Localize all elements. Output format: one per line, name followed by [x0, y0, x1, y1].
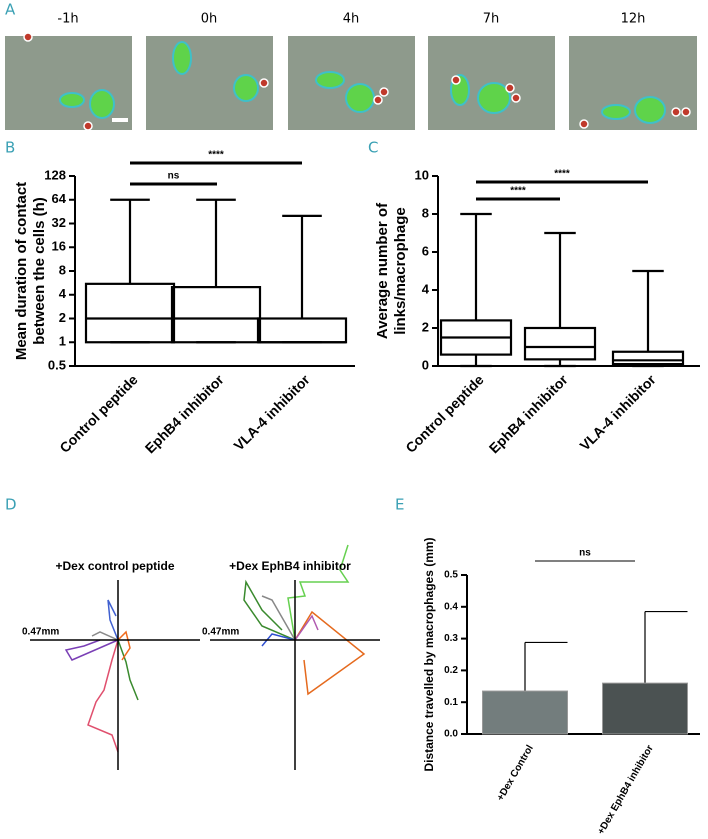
panel-letter: A	[5, 1, 16, 19]
box	[84, 282, 176, 344]
x-tick-label: Control peptide	[56, 371, 141, 456]
time-label: 7h	[483, 12, 500, 27]
time-label: 4h	[343, 12, 360, 27]
x-tick-label: Control peptide	[402, 371, 487, 456]
time-label: 12h	[621, 12, 646, 27]
bar	[482, 690, 568, 735]
y-tick-label: 0.5	[48, 357, 66, 372]
x-tick-label: VLA-4 inhibitor	[576, 371, 659, 454]
significance-label: ****	[510, 186, 526, 197]
time-label: -1h	[57, 12, 78, 27]
y-tick-label: 10	[415, 167, 429, 182]
box	[170, 286, 262, 344]
trajectories	[64, 544, 366, 753]
y-tick-label: 0.4	[444, 601, 458, 612]
significance-label: ****	[208, 150, 224, 161]
y-tick-label: 2	[422, 319, 429, 334]
y-axis-label: Distance travelled by macrophages (mm)	[422, 537, 436, 771]
scale-label: 0.47mm	[202, 627, 239, 638]
y-tick-label: 0.2	[444, 665, 458, 676]
y-axis-label: Mean duration of contact	[13, 182, 30, 360]
scale-label: 0.47mm	[22, 627, 59, 638]
x-tick-label: EphB4 inhibitor	[486, 371, 571, 456]
y-tick-label: 2	[59, 310, 66, 325]
y-tick-label: 8	[422, 205, 429, 220]
subplot-title: +Dex control peptide	[55, 559, 174, 573]
y-tick-label: 16	[52, 239, 66, 254]
panel-letter: C	[368, 139, 378, 157]
y-tick-label: 6	[422, 243, 429, 258]
significance-label: ns	[168, 171, 180, 182]
panel-letter: E	[395, 496, 404, 514]
significance-label: ns	[579, 548, 591, 559]
box	[256, 317, 348, 344]
x-tick-label: +Dex EphB4 inhibitor	[596, 743, 656, 836]
significance-label: ****	[554, 169, 570, 180]
y-tick-label: 0.5	[444, 570, 458, 581]
y-tick-label: 4	[59, 286, 67, 301]
y-tick-label: 0	[422, 357, 429, 372]
box	[611, 350, 685, 366]
box	[523, 326, 597, 361]
y-tick-label: 1	[59, 334, 66, 349]
x-tick-label: VLA-4 inhibitor	[230, 371, 313, 454]
micrographs	[5, 32, 697, 131]
y-axis-label: links/macrophage	[392, 207, 409, 335]
y-axis-label: between the cells (h)	[31, 197, 48, 345]
subplot-title: +Dex EphB4 inhibitor	[229, 559, 351, 573]
x-tick-label: EphB4 inhibitor	[142, 371, 227, 456]
y-tick-label: 32	[52, 215, 66, 230]
y-axis-label: Average number of	[374, 202, 391, 339]
panel-letter: D	[5, 496, 17, 514]
y-tick-label: 64	[52, 191, 67, 206]
bar	[602, 682, 688, 735]
x-tick-label: +Dex Control	[495, 743, 536, 803]
y-tick-label: 0.0	[444, 729, 458, 740]
time-label: 0h	[201, 12, 218, 27]
y-tick-label: 128	[44, 167, 66, 182]
y-tick-label: 4	[422, 281, 430, 296]
panel-letter: B	[5, 139, 15, 157]
y-tick-label: 0.3	[444, 633, 458, 644]
y-tick-label: 8	[59, 262, 66, 277]
y-tick-label: 0.1	[444, 697, 458, 708]
